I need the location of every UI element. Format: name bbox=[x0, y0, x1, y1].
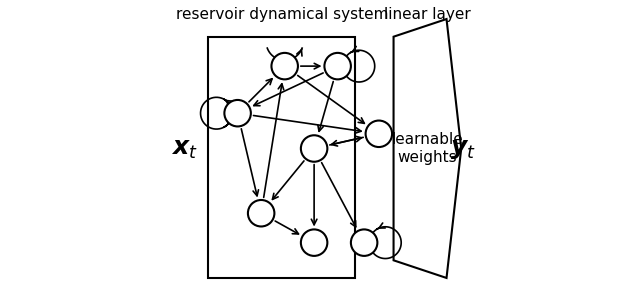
Text: $\boldsymbol{x}_t$: $\boldsymbol{x}_t$ bbox=[172, 137, 198, 160]
Circle shape bbox=[248, 200, 275, 227]
Circle shape bbox=[271, 53, 298, 79]
Circle shape bbox=[225, 100, 251, 127]
FancyBboxPatch shape bbox=[208, 37, 355, 278]
Text: reservoir dynamical system: reservoir dynamical system bbox=[175, 7, 388, 22]
Circle shape bbox=[301, 229, 327, 256]
Circle shape bbox=[301, 135, 327, 162]
Text: learnable
weights: learnable weights bbox=[392, 132, 463, 165]
Polygon shape bbox=[394, 19, 461, 278]
Circle shape bbox=[351, 229, 378, 256]
Circle shape bbox=[324, 53, 351, 79]
Text: $\boldsymbol{y}_t$: $\boldsymbol{y}_t$ bbox=[450, 137, 476, 160]
Text: linear layer: linear layer bbox=[384, 7, 471, 22]
Circle shape bbox=[365, 121, 392, 147]
